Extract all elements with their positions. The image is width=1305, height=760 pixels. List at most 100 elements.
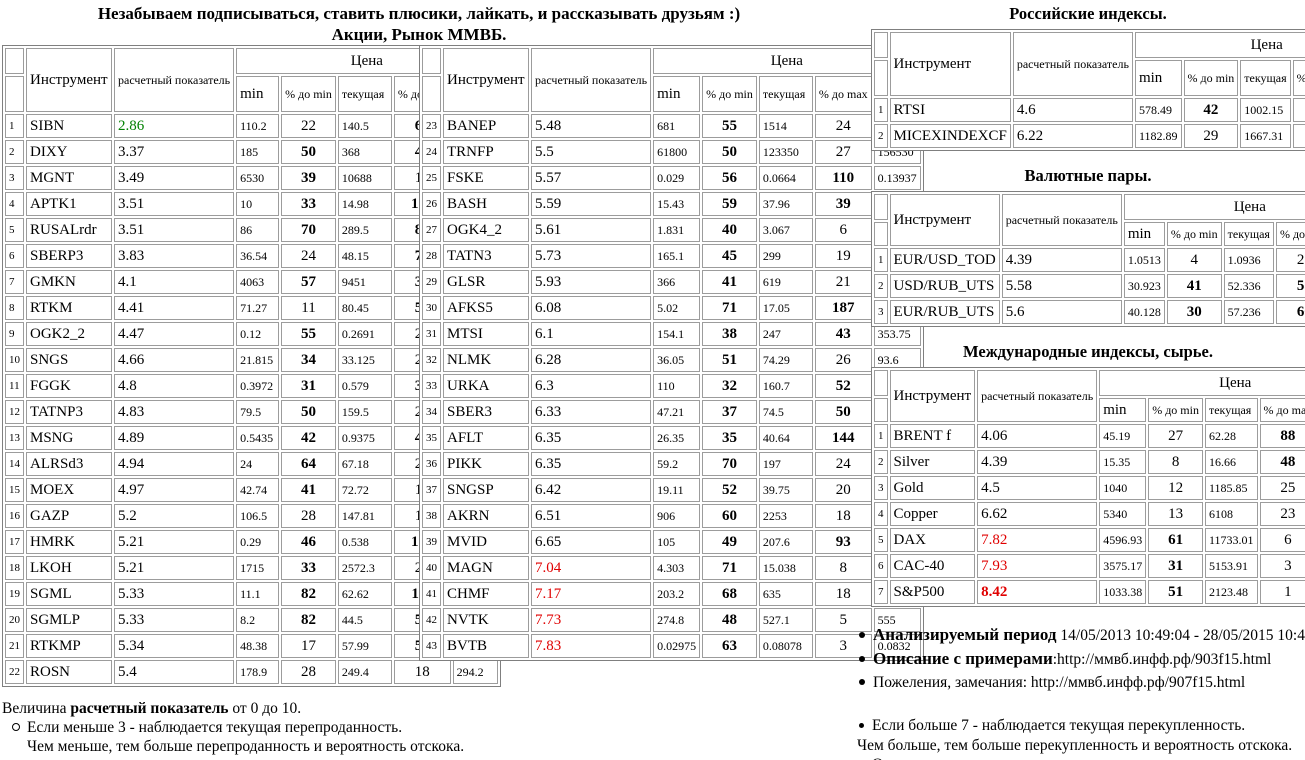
pct-to-max-header: % до max	[1259, 398, 1305, 422]
max-cell: 0.0832	[873, 634, 921, 658]
row-number: 11	[5, 374, 24, 398]
indicator-header: расчетный показатель	[531, 48, 652, 112]
min-cell: 0.029	[653, 166, 701, 190]
international-indices-title: Международные индексы, сырье.	[963, 342, 1213, 361]
instrument-cell: AKRN	[443, 504, 529, 528]
pct-to-min-cell: 17	[281, 634, 336, 658]
row-number: 28	[422, 244, 441, 268]
pct-to-min-cell: 11	[281, 296, 336, 320]
row-number: 20	[5, 608, 24, 632]
current-cell: 9451	[337, 270, 392, 294]
row-number: 1	[874, 424, 888, 448]
pct-to-max-cell: 3	[814, 634, 872, 658]
min-header: min	[1123, 222, 1165, 246]
row-number: 32	[422, 348, 441, 372]
indicator-cell: 4.94	[114, 452, 235, 476]
bullet-icon	[859, 722, 864, 728]
instrument-cell: GLSR	[443, 270, 529, 294]
pct-to-max-cell: 52	[814, 374, 872, 398]
current-header: текущая	[1240, 60, 1291, 96]
bullet-icon	[859, 632, 865, 639]
min-cell: 274.8	[653, 608, 701, 632]
current-cell: 15.038	[758, 556, 813, 580]
pct-to-min-cell: 70	[281, 218, 336, 242]
pct-to-min-header: % до min	[1166, 222, 1222, 246]
instrument-cell: FGGK	[26, 374, 112, 398]
min-cell: 0.02975	[653, 634, 701, 658]
table-row: 31 MTSI 6.1 154.1 38 247 43 353.75	[422, 322, 921, 346]
pct-to-max-cell: 52	[1292, 98, 1305, 122]
current-cell: 74.29	[758, 348, 813, 372]
min-cell: 681	[653, 114, 701, 138]
note-label: Описание с примерами	[873, 649, 1053, 668]
pct-to-max-cell: 93	[814, 530, 872, 554]
min-cell: 106.5	[236, 504, 280, 528]
corner-cell	[874, 398, 888, 422]
indicator-cell: 6.28	[531, 348, 652, 372]
min-cell: 0.3972	[236, 374, 280, 398]
row-number: 16	[5, 504, 24, 528]
pct-to-max-cell: 23	[1259, 502, 1305, 526]
min-header: min	[653, 76, 701, 112]
indicator-cell: 5.93	[531, 270, 652, 294]
indicator-cell: 4.1	[114, 270, 235, 294]
pct-to-max-cell: 5	[814, 608, 872, 632]
min-cell: 1033.38	[1099, 580, 1147, 604]
indicator-cell: 4.5	[977, 476, 1098, 500]
row-number: 13	[5, 426, 24, 450]
max-cell: 294.2	[452, 660, 498, 684]
current-cell: 1002.15	[1240, 98, 1291, 122]
indicator-cell: 5.5	[531, 140, 652, 164]
price-header: Цена	[1123, 194, 1305, 220]
pct-to-min-cell: 71	[702, 296, 757, 320]
pct-to-min-cell: 41	[702, 270, 757, 294]
indicator-cell: 5.61	[531, 218, 652, 242]
min-cell: 45.19	[1099, 424, 1147, 448]
min-cell: 178.9	[236, 660, 280, 684]
corner-cell	[874, 194, 888, 220]
row-number: 24	[422, 140, 441, 164]
row-number: 34	[422, 400, 441, 424]
pct-to-min-cell: 38	[702, 322, 757, 346]
min-cell: 1.831	[653, 218, 701, 242]
instrument-cell: OGK4_2	[443, 218, 529, 242]
pct-to-max-header: % до max	[1292, 60, 1305, 96]
pct-to-max-header: % до max	[1275, 222, 1305, 246]
current-cell: 33.125	[337, 348, 392, 372]
indicator-cell: 4.8	[114, 374, 235, 398]
current-cell: 527.1	[758, 608, 813, 632]
min-cell: 1.0513	[1123, 248, 1165, 272]
pct-to-min-cell: 61	[1148, 528, 1203, 552]
row-number: 29	[422, 270, 441, 294]
instrument-cell: DAX	[889, 528, 976, 552]
instrument-cell: AFKS5	[443, 296, 529, 320]
current-cell: 57.236	[1223, 300, 1274, 324]
indicator-cell: 5.4	[114, 660, 235, 684]
min-cell: 8.2	[236, 608, 280, 632]
current-cell: 247	[758, 322, 813, 346]
min-cell: 110.2	[236, 114, 280, 138]
bullet-icon	[859, 656, 865, 663]
current-cell: 197	[758, 452, 813, 476]
russian-indices-title: Российские индексы.	[1009, 4, 1167, 23]
current-header: текущая	[1223, 222, 1274, 246]
row-number: 27	[422, 218, 441, 242]
instrument-cell: RUSALrdr	[26, 218, 112, 242]
current-cell: 635	[758, 582, 813, 606]
pct-to-min-cell: 70	[702, 452, 757, 476]
instrument-header: Инструмент	[443, 48, 529, 112]
pct-to-min-cell: 39	[281, 166, 336, 190]
pct-to-min-cell: 37	[702, 400, 757, 424]
instrument-cell: SBERP3	[26, 244, 112, 268]
indicator-cell: 4.06	[977, 424, 1098, 448]
pct-to-min-cell: 35	[702, 426, 757, 450]
row-number: 2	[874, 450, 888, 474]
